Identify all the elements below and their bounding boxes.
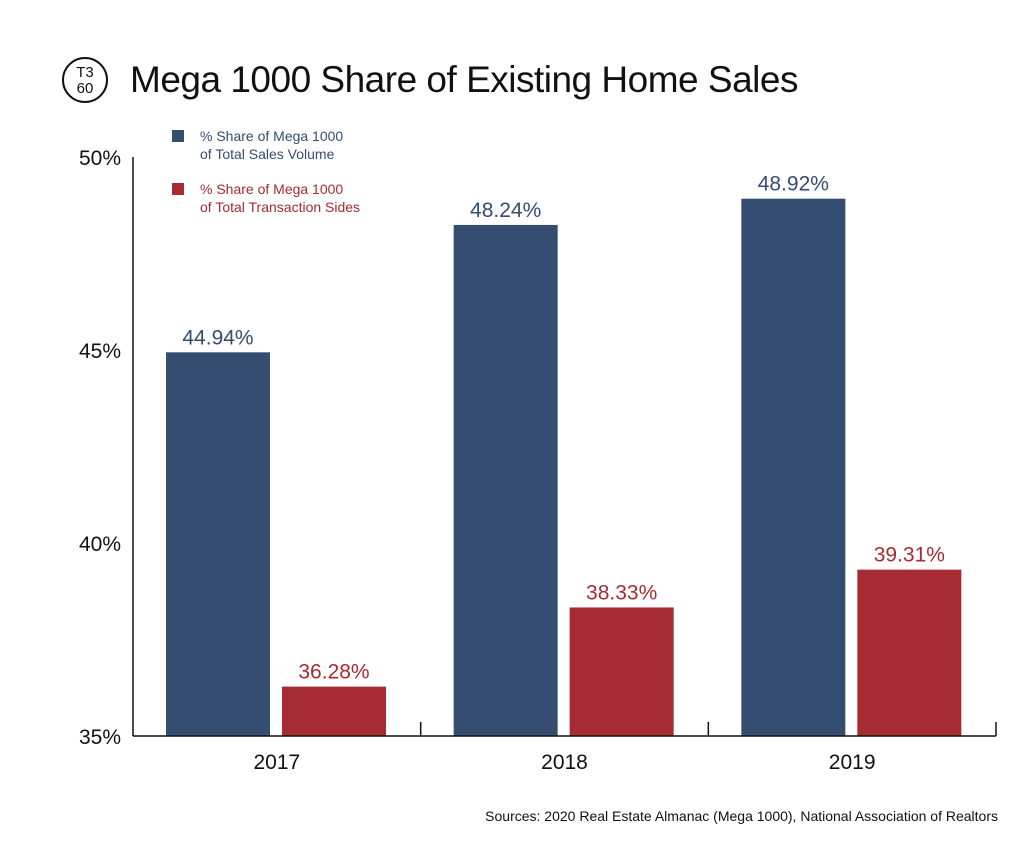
- legend-label-sales-volume-line1: % Share of Mega 1000: [200, 128, 344, 144]
- bar-transaction-sides-2019: [857, 569, 962, 736]
- bar-transaction-sides-2018: [569, 607, 674, 736]
- legend-label-sales-volume: % Share of Mega 1000 of Total Sales Volu…: [200, 127, 343, 163]
- data-label-transaction-sides-2019: 39.31%: [874, 544, 945, 567]
- data-label-sales-volume-2019: 48.92%: [758, 173, 829, 196]
- x-tick-label-2019: 2019: [829, 751, 876, 774]
- legend-label-transaction-sides-line1: % Share of Mega 1000: [200, 181, 344, 197]
- y-tick-label-40: 40%: [79, 533, 121, 556]
- legend-label-transaction-sides: % Share of Mega 1000 of Total Transactio…: [200, 180, 360, 216]
- legend-label-transaction-sides-line2: of Total Transaction Sides: [200, 199, 361, 215]
- bar-sales-volume-2017: [166, 352, 270, 736]
- bar-transaction-sides-2017: [282, 686, 386, 736]
- data-label-transaction-sides-2017: 36.28%: [298, 661, 369, 684]
- y-tick-label-50: 50%: [79, 147, 121, 170]
- legend-swatch-transaction-sides: [172, 183, 184, 195]
- x-tick-label-2017: 2017: [253, 751, 300, 774]
- source-note: Sources: 2020 Real Estate Almanac (Mega …: [485, 808, 998, 824]
- logo-text-top: T3: [76, 64, 94, 81]
- logo-text-bottom: 60: [76, 80, 94, 97]
- bar-sales-volume-2018: [453, 224, 558, 736]
- y-tick-label-45: 45%: [79, 340, 121, 363]
- data-label-sales-volume-2017: 44.94%: [182, 326, 253, 349]
- legend-swatch-sales-volume: [172, 130, 184, 142]
- data-label-sales-volume-2018: 48.24%: [470, 199, 541, 222]
- y-tick-label-35: 35%: [79, 726, 121, 749]
- x-tick-label-2018: 2018: [541, 751, 588, 774]
- legend-label-sales-volume-line2: of Total Sales Volume: [200, 146, 335, 162]
- t3-sixty-logo: T3 60: [62, 57, 108, 103]
- chart-title: Mega 1000 Share of Existing Home Sales: [130, 59, 798, 100]
- bar-sales-volume-2019: [741, 198, 846, 737]
- data-label-transaction-sides-2018: 38.33%: [586, 581, 657, 604]
